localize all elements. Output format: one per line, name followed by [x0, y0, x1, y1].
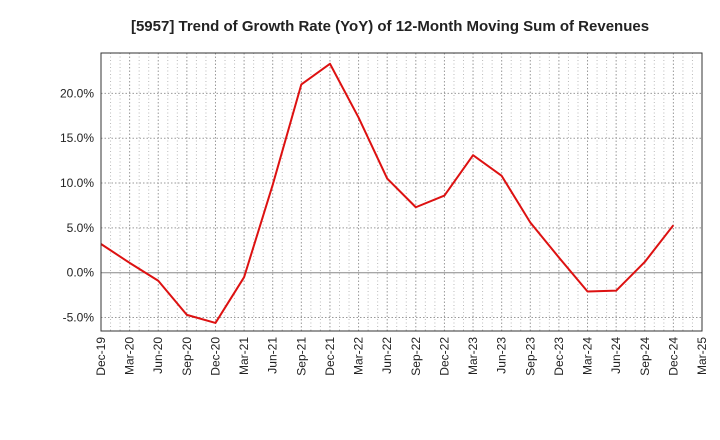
y-tick-label: 5.0% [67, 221, 95, 235]
y-tick-label: 0.0% [67, 266, 95, 280]
y-tick-label: 15.0% [60, 131, 94, 145]
x-tick-label: Jun-21 [266, 337, 280, 374]
y-tick-label: 10.0% [60, 176, 94, 190]
x-tick-label: Sep-21 [294, 337, 308, 376]
x-tick-label: Sep-24 [638, 337, 652, 376]
x-tick-label: Mar-20 [123, 337, 137, 375]
x-tick-label: Mar-25 [695, 337, 709, 375]
y-tick-label: -5.0% [63, 311, 95, 325]
chart-title: [5957] Trend of Growth Rate (YoY) of 12-… [131, 18, 649, 35]
x-tick-label: Mar-23 [466, 337, 480, 375]
x-tick-label: Dec-24 [666, 337, 680, 376]
x-tick-label: Sep-23 [523, 337, 537, 376]
x-tick-label: Dec-20 [208, 337, 222, 376]
x-tick-label: Mar-22 [352, 337, 366, 375]
plot-border [100, 52, 703, 332]
x-tick-label: Mar-24 [581, 337, 595, 375]
series-layer [100, 62, 675, 324]
x-tick-label: Sep-22 [409, 337, 423, 376]
x-tick-label: Mar-21 [237, 337, 251, 375]
series-line [100, 62, 675, 324]
y-axis-labels: 20.0% 15.0% 10.0% 5.0% 0.0% -5.0% [60, 86, 94, 324]
x-axis-labels: Dec-19 Mar-20 Jun-20 Sep-20 Dec-20 Mar-21 Jun-… [94, 337, 709, 376]
x-tick-label: Jun-24 [609, 337, 623, 374]
x-tick-label: Jun-23 [495, 337, 509, 374]
y-tick-label: 20.0% [60, 86, 94, 100]
x-tick-label: Dec-23 [552, 337, 566, 376]
x-tick-label: Dec-22 [437, 337, 451, 376]
x-tick-label: Jun-22 [380, 337, 394, 374]
grid [101, 53, 702, 331]
x-tick-label: Jun-20 [151, 337, 165, 374]
x-tick-label: Sep-20 [180, 337, 194, 376]
x-tick-label: Dec-19 [94, 337, 108, 376]
x-tick-label: Dec-21 [323, 337, 337, 376]
